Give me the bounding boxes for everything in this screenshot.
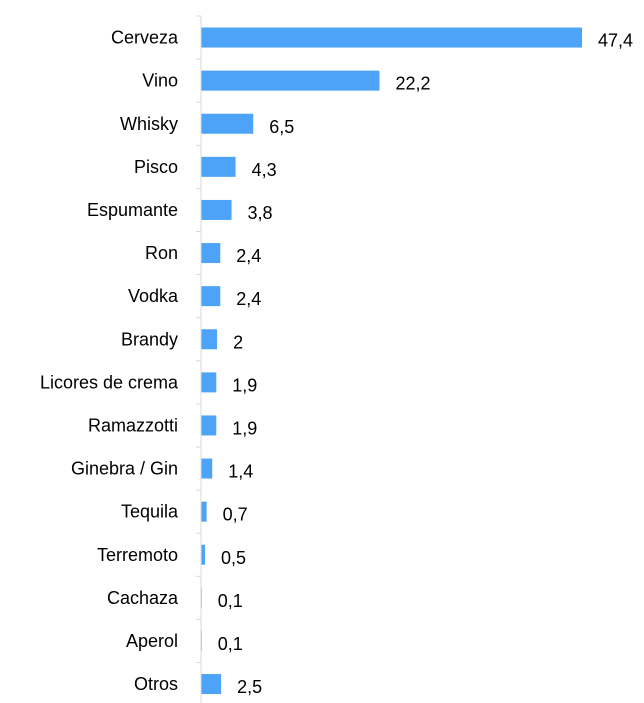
category-label: Ramazzotti [88,415,178,435]
category-label: Ron [145,243,178,263]
value-label: 2,4 [236,246,261,266]
bar-2 [201,113,254,134]
value-label: 22,2 [395,74,430,94]
value-label: 0,1 [218,591,243,611]
category-label: Ginebra / Gin [71,459,178,479]
bar-12 [201,544,206,565]
category-label: Otros [134,674,178,694]
bar-7 [201,329,218,350]
value-label: 0,5 [221,548,246,568]
bar-15 [201,674,222,695]
axis-ticks [196,15,201,663]
category-label: Brandy [121,329,178,349]
category-label: Aperol [126,631,178,651]
value-label: 2 [233,332,243,352]
category-label: Terremoto [97,545,178,565]
value-label: 47,4 [598,31,633,51]
category-label: Vodka [128,286,179,306]
value-label: 4,3 [252,160,277,180]
category-label: Cachaza [107,588,179,608]
bar-9 [201,415,217,436]
bar-1 [201,70,380,91]
bar-8 [201,372,217,393]
category-label: Espumante [87,200,178,220]
category-label: Tequila [121,502,179,522]
bar-10 [201,458,213,479]
category-label: Cerveza [111,28,179,48]
bar-6 [201,286,221,307]
value-label: 2,4 [236,289,261,309]
value-label: 3,8 [248,203,273,223]
value-label: 0,1 [218,634,243,654]
bar-3 [201,156,236,177]
value-label: 2,5 [237,677,262,697]
category-labels: Cerveza Vino Whisky Pisco Espumante Ron Vodka B… [40,28,179,694]
value-label: 1,9 [232,375,257,395]
category-label: Pisco [134,157,178,177]
value-label: 1,9 [232,418,257,438]
category-label: Vino [142,71,178,91]
value-labels: 47,4 22,2 6,5 4,3 3,8 2,4 2,4 2 1,9 1,9 1,4 0,7 0,5 0… [218,31,633,697]
bar-11 [201,501,207,522]
bar-4 [201,199,232,220]
bar-5 [201,243,221,264]
bar-0 [201,27,582,48]
category-label: Whisky [120,114,178,134]
value-label: 6,5 [269,117,294,137]
category-label: Licores de crema [40,372,179,392]
value-label: 1,4 [228,462,253,482]
value-label: 0,7 [223,505,248,525]
bars [201,27,582,695]
